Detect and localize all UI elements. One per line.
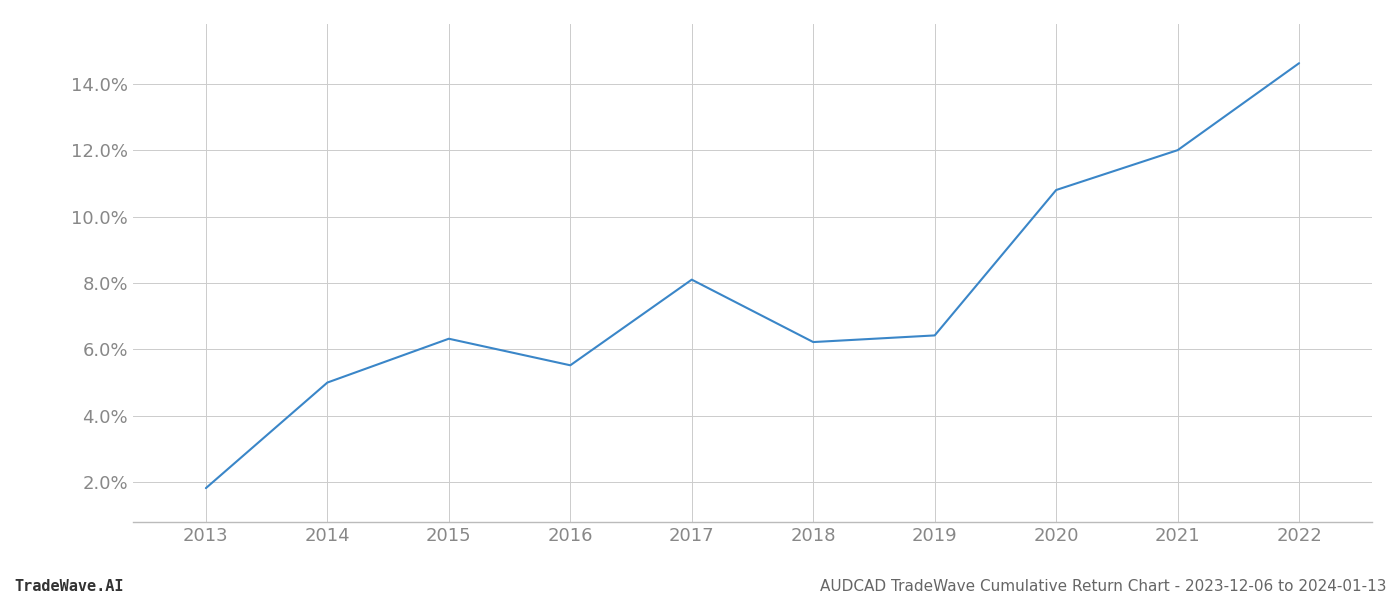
Text: AUDCAD TradeWave Cumulative Return Chart - 2023-12-06 to 2024-01-13: AUDCAD TradeWave Cumulative Return Chart… <box>819 579 1386 594</box>
Text: TradeWave.AI: TradeWave.AI <box>14 579 123 594</box>
